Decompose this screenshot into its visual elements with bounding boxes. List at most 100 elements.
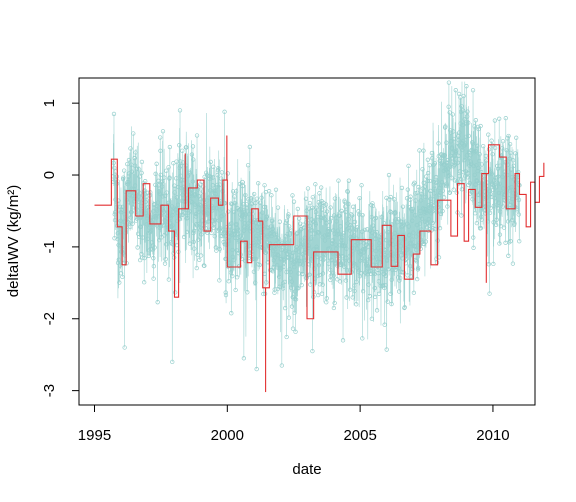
- iwv-data-point: [239, 256, 244, 262]
- iwv-data-point: [491, 261, 496, 267]
- iwv-data-point: [432, 185, 437, 190]
- series-iwv: [111, 80, 522, 372]
- step-series-line: [94, 144, 545, 320]
- iwv-data-point: [276, 253, 281, 258]
- iwv-data-point: [192, 202, 198, 207]
- iwv-data-point: [496, 174, 501, 179]
- iwv-data-point: [348, 234, 353, 240]
- iwv-data-point: [461, 93, 466, 99]
- iwv-data-point: [123, 189, 128, 194]
- iwv-data-point: [221, 239, 226, 245]
- iwv-data-point: [508, 239, 513, 244]
- iwv-data-point: [310, 195, 315, 200]
- iwv-data-point: [244, 246, 249, 251]
- iwv-data-point: [262, 204, 267, 210]
- iwv-data-point: [500, 174, 505, 179]
- iwv-data-point: [450, 112, 455, 117]
- iwv-data-point: [257, 236, 262, 242]
- iwv-data-point: [501, 225, 507, 230]
- iwv-data-point: [277, 284, 282, 289]
- iwv-data-point: [323, 211, 328, 217]
- iwv-data-point: [397, 278, 402, 283]
- iwv-data-point: [327, 246, 332, 251]
- iwv-data-point: [350, 213, 355, 218]
- iwv-data-point: [512, 221, 517, 226]
- iwv-data-point: [497, 232, 503, 237]
- iwv-data-point: [434, 210, 439, 215]
- iwv-data-point: [352, 219, 358, 225]
- iwv-data-point: [343, 204, 348, 209]
- iwv-data-point: [384, 347, 389, 352]
- iwv-data-point: [417, 148, 422, 153]
- iwv-data-point: [497, 241, 502, 246]
- iwv-data-point: [300, 262, 306, 267]
- iwv-data-point: [353, 262, 358, 267]
- iwv-data-point: [245, 163, 251, 168]
- iwv-data-point: [374, 308, 380, 313]
- iwv-data-point: [322, 216, 327, 221]
- iwv-data-point: [156, 189, 161, 194]
- iwv-data-point: [301, 256, 306, 261]
- iwv-data-point: [474, 163, 479, 168]
- iwv-data-point: [214, 184, 219, 190]
- iwv-data-point: [467, 180, 473, 186]
- iwv-data-point: [323, 217, 328, 222]
- iwv-data-point: [384, 238, 389, 243]
- iwv-data-point: [224, 256, 229, 261]
- iwv-data-point: [282, 279, 288, 284]
- iwv-data-point: [396, 240, 401, 245]
- iwv-data-point: [211, 205, 217, 211]
- iwv-data-point: [507, 156, 512, 161]
- iwv-data-point: [497, 116, 502, 121]
- iwv-data-point: [432, 191, 437, 196]
- iwv-data-point: [476, 126, 481, 132]
- iwv-data-point: [163, 218, 168, 224]
- iwv-data-point: [489, 138, 494, 143]
- iwv-data-point: [365, 265, 370, 271]
- iwv-data-point: [460, 108, 466, 113]
- iwv-data-point: [475, 124, 481, 130]
- iwv-data-point: [516, 197, 522, 203]
- iwv-data-point: [433, 226, 438, 232]
- iwv-data-point: [415, 276, 420, 282]
- iwv-data-point: [233, 287, 238, 293]
- iwv-data-point: [479, 217, 484, 222]
- iwv-data-point: [399, 185, 405, 191]
- iwv-data-point: [473, 118, 478, 123]
- iwv-data-point: [332, 196, 338, 201]
- iwv-data-point: [444, 160, 450, 165]
- iwv-data-point: [131, 131, 136, 136]
- iwv-data-point: [160, 184, 165, 189]
- iwv-data-point: [264, 214, 269, 219]
- iwv-data-point: [116, 257, 121, 262]
- iwv-data-point: [151, 276, 156, 281]
- iwv-data-point: [241, 208, 246, 213]
- iwv-data-point: [248, 196, 254, 201]
- iwv-data-point: [250, 211, 255, 217]
- iwv-data-point: [383, 269, 389, 274]
- iwv-data-point: [149, 240, 155, 245]
- iwv-data-point: [252, 242, 258, 248]
- iwv-data-point: [314, 246, 320, 252]
- iwv-data-point: [346, 201, 351, 206]
- iwv-data-point: [149, 228, 154, 233]
- iwv-data-point: [276, 274, 282, 279]
- iwv-data-point: [215, 172, 220, 178]
- iwv-data-point: [471, 163, 476, 169]
- iwv-data-point: [496, 190, 502, 196]
- iwv-data-point: [438, 190, 443, 196]
- iwv-data-point: [391, 253, 396, 259]
- iwv-data-point: [366, 282, 371, 287]
- iwv-data-point: [140, 235, 145, 240]
- iwv-data-point: [360, 336, 365, 341]
- iwv-data-point: [231, 209, 237, 215]
- iwv-data-point: [365, 272, 371, 277]
- iwv-data-point: [452, 178, 457, 183]
- iwv-data-point: [173, 206, 179, 212]
- iwv-data-point: [503, 116, 508, 121]
- iwv-data-point: [356, 267, 361, 273]
- iwv-data-point: [481, 143, 486, 149]
- iwv-data-point: [282, 305, 288, 311]
- iwv-data-point: [205, 211, 211, 216]
